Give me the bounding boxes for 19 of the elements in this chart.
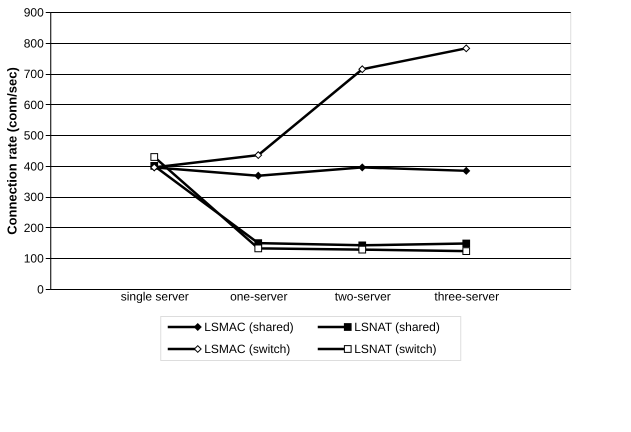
y-tick-label: 300 bbox=[24, 190, 44, 204]
x-tick-label: single server bbox=[120, 290, 189, 304]
y-tick-label: 400 bbox=[24, 159, 44, 174]
x-tick-label: three-server bbox=[434, 290, 500, 304]
y-tick-label: 500 bbox=[24, 128, 44, 143]
legend-label: LSNAT (shared) bbox=[354, 320, 440, 334]
y-tick-label: 800 bbox=[24, 36, 44, 50]
y-tick-label: 600 bbox=[24, 98, 44, 112]
y-tick-label: 0 bbox=[37, 282, 44, 296]
y-tick-label: 900 bbox=[24, 6, 44, 20]
x-tick-label: one-server bbox=[230, 290, 288, 304]
legend-label: LSMAC (switch) bbox=[204, 342, 290, 356]
y-axis-title: Connection rate (conn/sec) bbox=[4, 67, 20, 235]
legend-label: LSMAC (shared) bbox=[204, 320, 294, 334]
legend-label: LSNAT (switch) bbox=[354, 342, 436, 356]
y-tick-label: 100 bbox=[24, 252, 44, 266]
x-tick-label: two-server bbox=[334, 290, 391, 304]
y-tick-label: 200 bbox=[24, 220, 44, 235]
y-tick-label: 700 bbox=[24, 67, 44, 82]
